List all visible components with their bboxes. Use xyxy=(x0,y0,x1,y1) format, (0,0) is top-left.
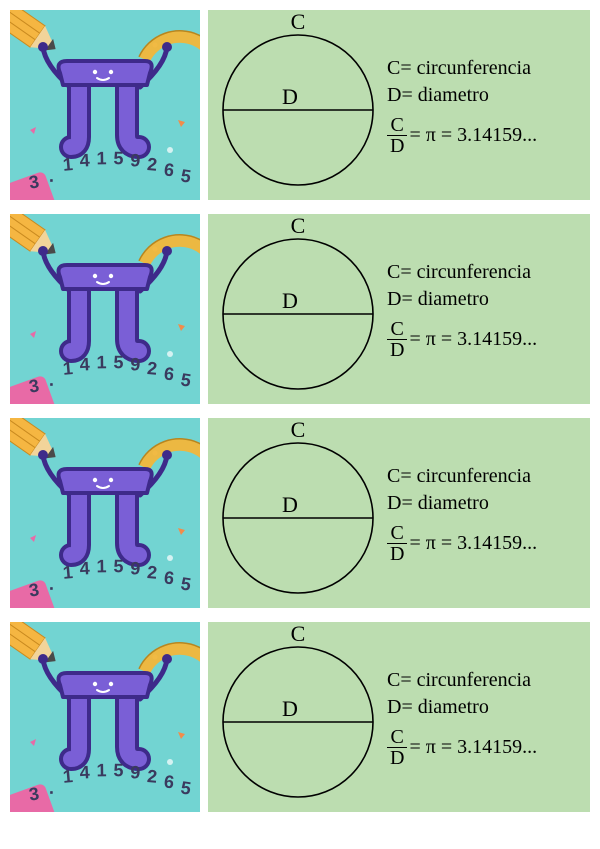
svg-text:4: 4 xyxy=(79,762,90,782)
svg-text:1: 1 xyxy=(96,760,106,780)
circle-diagram-card: C D C= circunferencia D= diametro C D = … xyxy=(208,418,590,608)
svg-text:1: 1 xyxy=(96,148,106,168)
card-row: 3.14159265 C D C= circunferencia D= diam… xyxy=(10,10,590,200)
def-line-eq: C D = π = 3.14159... xyxy=(387,727,590,768)
circle-diagram-card: C D C= circunferencia D= diametro C D = … xyxy=(208,214,590,404)
def-line-eq: C D = π = 3.14159... xyxy=(387,115,590,156)
definitions: C= circunferencia D= diametro C D = π = … xyxy=(383,55,590,156)
fraction-c-over-d: C D xyxy=(387,115,407,156)
svg-text:9: 9 xyxy=(130,558,141,578)
svg-text:1: 1 xyxy=(62,358,74,379)
def-line-eq: C D = π = 3.14159... xyxy=(387,319,590,360)
svg-text:9: 9 xyxy=(130,150,141,170)
pi-illustration: 3.14159265 xyxy=(10,622,200,812)
definitions: C= circunferencia D= diametro C D = π = … xyxy=(383,259,590,360)
def-line-d: D= diametro xyxy=(387,490,590,517)
circle-diagram: C D xyxy=(208,214,383,404)
svg-text:2: 2 xyxy=(146,358,158,379)
svg-text:5: 5 xyxy=(113,556,123,576)
pi-illustration: 3.14159265 xyxy=(10,418,200,608)
circle-diagram-card: C D C= circunferencia D= diametro C D = … xyxy=(208,10,590,200)
svg-text:1: 1 xyxy=(96,556,106,576)
circle-diagram: C D xyxy=(208,418,383,608)
label-c: C xyxy=(291,214,306,238)
svg-text:5: 5 xyxy=(113,760,123,780)
svg-text:2: 2 xyxy=(146,562,158,583)
circle-diagram: C D xyxy=(208,622,383,812)
svg-text:9: 9 xyxy=(130,354,141,374)
svg-text:4: 4 xyxy=(79,354,90,374)
svg-text:1: 1 xyxy=(62,154,74,175)
pi-illustration: 3.14159265 xyxy=(10,214,200,404)
label-d: D xyxy=(282,492,298,517)
definitions: C= circunferencia D= diametro C D = π = … xyxy=(383,463,590,564)
label-d: D xyxy=(282,288,298,313)
def-line-eq: C D = π = 3.14159... xyxy=(387,523,590,564)
svg-text:5: 5 xyxy=(113,148,123,168)
svg-text:5: 5 xyxy=(113,352,123,372)
card-row: 3.14159265 C D C= circunferencia D= diam… xyxy=(10,622,590,812)
svg-text:4: 4 xyxy=(79,150,90,170)
svg-text:2: 2 xyxy=(146,766,158,787)
svg-text:1: 1 xyxy=(96,352,106,372)
def-line-c: C= circunferencia xyxy=(387,463,590,490)
card-row: 3.14159265 C D C= circunferencia D= diam… xyxy=(10,418,590,608)
label-c: C xyxy=(291,418,306,442)
svg-text:9: 9 xyxy=(130,762,141,782)
svg-text:4: 4 xyxy=(79,558,90,578)
pi-illustration: 3.14159265 xyxy=(10,10,200,200)
def-line-c: C= circunferencia xyxy=(387,55,590,82)
label-c: C xyxy=(291,622,306,646)
card-row: 3.14159265 C D C= circunferencia D= diam… xyxy=(10,214,590,404)
def-line-d: D= diametro xyxy=(387,82,590,109)
svg-text:2: 2 xyxy=(146,154,158,175)
circle-diagram: C D xyxy=(208,10,383,200)
def-line-c: C= circunferencia xyxy=(387,259,590,286)
fraction-c-over-d: C D xyxy=(387,523,407,564)
label-c: C xyxy=(291,10,306,34)
fraction-c-over-d: C D xyxy=(387,319,407,360)
svg-text:1: 1 xyxy=(62,562,74,583)
svg-text:1: 1 xyxy=(62,766,74,787)
def-line-c: C= circunferencia xyxy=(387,667,590,694)
circle-diagram-card: C D C= circunferencia D= diametro C D = … xyxy=(208,622,590,812)
label-d: D xyxy=(282,696,298,721)
fraction-c-over-d: C D xyxy=(387,727,407,768)
label-d: D xyxy=(282,84,298,109)
def-line-d: D= diametro xyxy=(387,286,590,313)
definitions: C= circunferencia D= diametro C D = π = … xyxy=(383,667,590,768)
def-line-d: D= diametro xyxy=(387,694,590,721)
